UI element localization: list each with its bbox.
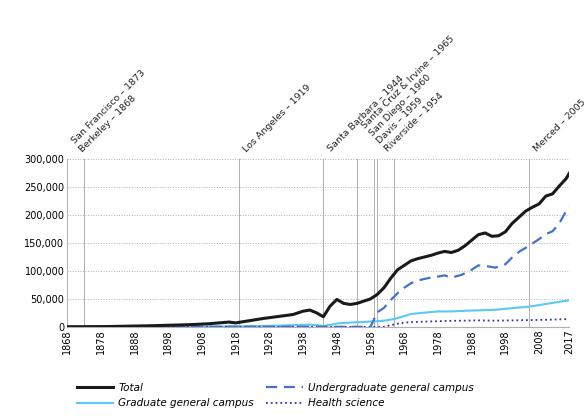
- Text: San Francisco – 1873
Berkeley – 1868: San Francisco – 1873 Berkeley – 1868: [70, 69, 155, 154]
- Text: Santa Cruz & Irvine – 1965
San Diego – 1960
Davis – 1959
Riverside – 1954: Santa Cruz & Irvine – 1965 San Diego – 1…: [360, 34, 479, 154]
- Text: Merced – 2005: Merced – 2005: [531, 98, 584, 154]
- Text: Santa Barbara – 1944: Santa Barbara – 1944: [326, 74, 405, 154]
- Legend: Total, Graduate general campus, Undergraduate general campus, Health science: Total, Graduate general campus, Undergra…: [72, 379, 478, 412]
- Text: Los Angeles – 1919: Los Angeles – 1919: [242, 83, 313, 154]
